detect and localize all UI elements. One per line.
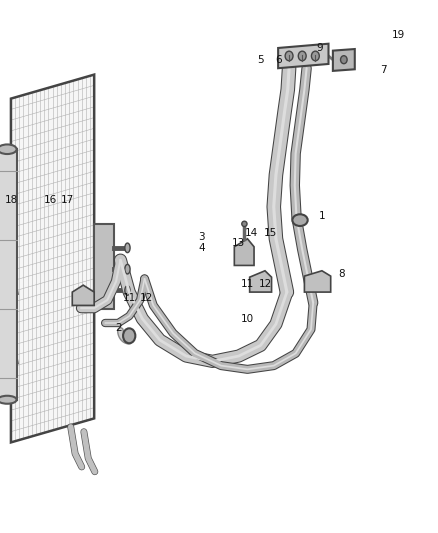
Text: 5: 5	[257, 55, 264, 64]
Ellipse shape	[125, 264, 130, 274]
Text: 11: 11	[123, 294, 136, 303]
Polygon shape	[11, 75, 94, 442]
Text: 3: 3	[198, 232, 205, 242]
Text: 13: 13	[232, 238, 245, 247]
Text: 16: 16	[44, 195, 57, 205]
Ellipse shape	[0, 395, 17, 404]
Ellipse shape	[293, 214, 308, 226]
Text: 2: 2	[115, 323, 122, 333]
Text: 18: 18	[4, 195, 18, 205]
Text: 12: 12	[140, 294, 153, 303]
Ellipse shape	[125, 286, 130, 295]
Ellipse shape	[242, 221, 247, 227]
Polygon shape	[333, 49, 355, 71]
Polygon shape	[304, 271, 331, 292]
Ellipse shape	[285, 51, 293, 61]
Polygon shape	[250, 271, 272, 292]
Text: 8: 8	[338, 270, 345, 279]
Text: 6: 6	[275, 55, 282, 64]
Ellipse shape	[0, 144, 17, 154]
Text: 17: 17	[61, 195, 74, 205]
Polygon shape	[234, 239, 254, 265]
Text: 19: 19	[392, 30, 405, 39]
Text: 1: 1	[318, 211, 325, 221]
Ellipse shape	[341, 55, 347, 63]
Text: 15: 15	[264, 228, 277, 238]
Ellipse shape	[123, 328, 135, 343]
Polygon shape	[72, 285, 94, 305]
Ellipse shape	[125, 243, 130, 253]
Ellipse shape	[298, 51, 306, 61]
Polygon shape	[94, 224, 114, 309]
Polygon shape	[0, 149, 17, 400]
Text: 11: 11	[241, 279, 254, 288]
Text: 7: 7	[380, 66, 387, 75]
Polygon shape	[278, 44, 328, 68]
Text: 9: 9	[316, 43, 323, 53]
Text: 4: 4	[198, 243, 205, 253]
Text: 12: 12	[258, 279, 272, 288]
Text: 10: 10	[241, 314, 254, 324]
Ellipse shape	[311, 51, 319, 61]
Text: 14: 14	[244, 228, 258, 238]
